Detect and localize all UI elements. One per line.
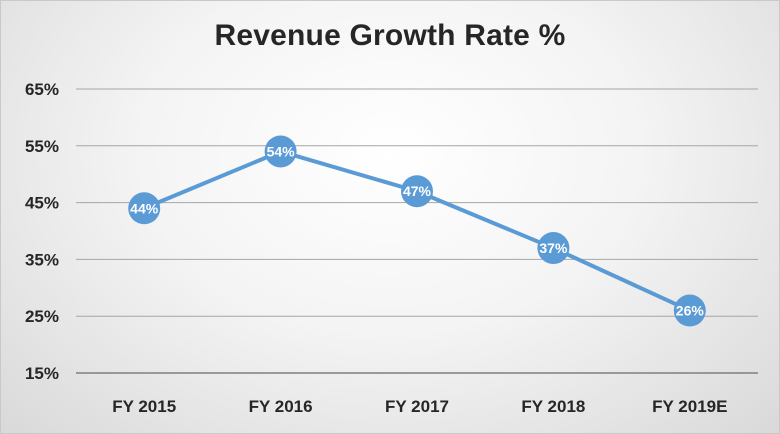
data-label: 44% <box>130 200 159 216</box>
y-tick-label: 55% <box>25 137 59 156</box>
y-tick-label: 25% <box>25 307 59 326</box>
data-label: 47% <box>403 183 432 199</box>
data-label: 37% <box>539 240 568 256</box>
y-tick-label: 45% <box>25 194 59 213</box>
data-label: 54% <box>267 143 296 159</box>
data-point <box>401 175 433 208</box>
y-tick-label: 65% <box>25 80 59 99</box>
x-tick-label: FY 2016 <box>249 397 313 416</box>
series-revenue-growth: 44% 54% 47% 37% 26% <box>128 135 706 327</box>
gridlines <box>76 88 758 374</box>
data-point <box>128 192 161 225</box>
chart-title: Revenue Growth Rate % <box>214 19 566 52</box>
data-point <box>673 294 706 327</box>
x-tick-label: FY 2015 <box>112 397 176 416</box>
data-label: 26% <box>676 303 705 319</box>
y-tick-label: 15% <box>25 364 59 383</box>
data-point <box>264 135 297 168</box>
x-axis-ticks: FY 2015 FY 2016 FY 2017 FY 2018 FY 2019E <box>112 397 727 416</box>
data-point <box>537 232 570 265</box>
y-axis-ticks: 15% 25% 35% 45% 55% 65% <box>25 80 59 383</box>
x-tick-label: FY 2019E <box>652 397 727 416</box>
x-tick-label: FY 2017 <box>385 397 449 416</box>
y-tick-label: 35% <box>25 250 59 269</box>
x-tick-label: FY 2018 <box>521 397 585 416</box>
